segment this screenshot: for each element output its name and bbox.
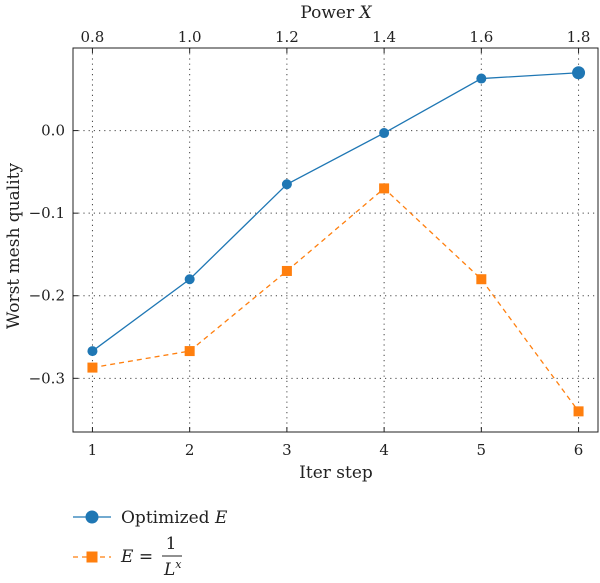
data-point	[476, 73, 487, 84]
y-tick-label: 0.0	[41, 122, 65, 140]
grid	[73, 48, 598, 432]
series-2	[87, 183, 584, 417]
data-point	[87, 346, 98, 357]
x2-tick-label: 1.0	[178, 28, 202, 46]
data-point	[281, 265, 292, 276]
data-point	[281, 179, 292, 190]
legend-item-reciprocal: E = 1 Lx	[73, 534, 182, 580]
x-tick-label: 1	[88, 441, 98, 459]
series-line	[92, 72, 579, 352]
x-tick-label: 5	[477, 441, 487, 459]
x-tick-label: 3	[282, 441, 292, 459]
data-point	[572, 66, 586, 80]
legend-fraction-numerator: 1	[166, 534, 177, 554]
x-axis-title: Iter step	[299, 463, 373, 483]
data-point	[379, 128, 390, 139]
x2-tick-label: 0.8	[81, 28, 105, 46]
data-point	[87, 362, 98, 373]
legend-item-optimized: Optimized E	[73, 508, 228, 528]
x2-tick-label: 1.6	[469, 28, 493, 46]
legend-marker-optimized	[85, 510, 99, 524]
data-point	[184, 346, 195, 357]
legend-marker-reciprocal	[86, 551, 98, 563]
x2-tick-label: 1.8	[567, 28, 591, 46]
legend-label-reciprocal: E =	[120, 547, 153, 567]
data-point	[184, 274, 195, 285]
data-point	[573, 406, 584, 417]
y-tick-label: −0.3	[29, 369, 65, 387]
legend: Optimized E E = 1 Lx	[73, 508, 228, 580]
x2-axis-title: Power X	[300, 3, 372, 23]
x2-tick-label: 1.2	[275, 28, 299, 46]
data-point	[379, 183, 390, 194]
x2-tick-label: 1.4	[372, 28, 396, 46]
series-line	[92, 187, 580, 412]
series-1	[87, 66, 586, 357]
y-tick-label: −0.1	[29, 204, 65, 222]
data-point	[476, 274, 487, 285]
x-tick-label: 2	[185, 441, 195, 459]
y-axis-title: Worst mesh quality	[4, 163, 24, 330]
y-tick-label: −0.2	[29, 287, 65, 305]
x-tick-label: 4	[379, 441, 389, 459]
legend-label-optimized: Optimized E	[121, 508, 228, 528]
legend-fraction-denominator: Lx	[163, 558, 182, 580]
series-layer	[87, 66, 586, 417]
plot-frame	[72, 47, 599, 433]
ticks: 1 0.8 2 1.0 3 1.2 4 1.4 5 1.6 6 1.8 0.0 −0.1 −0.2 −0.3	[29, 28, 591, 459]
x-tick-label: 6	[574, 441, 584, 459]
